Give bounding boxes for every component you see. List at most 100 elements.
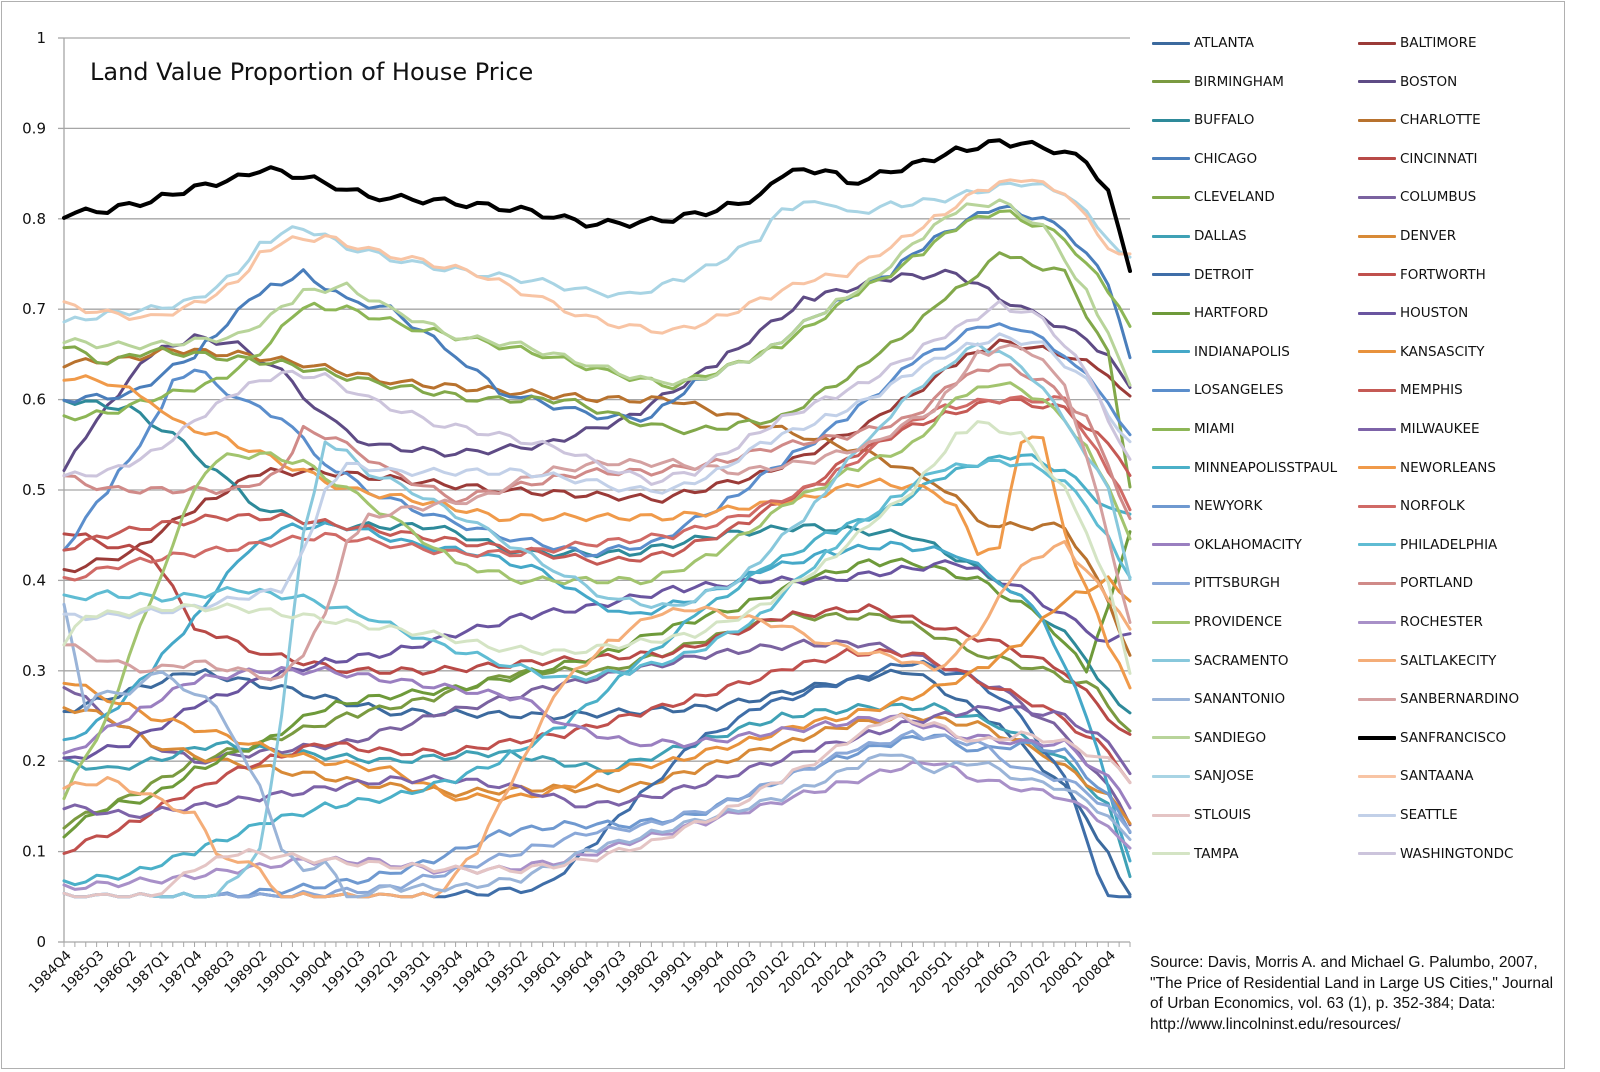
legend-swatch — [1358, 118, 1396, 122]
legend-label: HOUSTON — [1400, 305, 1469, 322]
legend-item-saltlakecity: SALTLAKECITY — [1358, 651, 1496, 671]
legend-item-houston: HOUSTON — [1358, 303, 1468, 323]
legend-label: INDIANAPOLIS — [1194, 343, 1290, 360]
legend-item-portland: PORTLAND — [1358, 573, 1473, 593]
legend-label: STLOUIS — [1194, 807, 1251, 823]
legend-label: DALLAS — [1194, 228, 1247, 244]
series-line-oklahomacity — [62, 665, 1132, 810]
legend-swatch — [1358, 350, 1396, 354]
legend-swatch — [1152, 852, 1190, 856]
legend-label: MIAMI — [1194, 421, 1235, 437]
series-line-portland — [62, 363, 1132, 521]
series-line-saltlakecity — [62, 540, 1132, 899]
legend-item-stlouis: STLOUIS — [1152, 805, 1251, 825]
legend-swatch — [1152, 41, 1190, 45]
series-line-baltimore — [62, 338, 1132, 574]
series-line-sanantonio — [62, 602, 1132, 899]
legend-swatch — [1152, 543, 1190, 547]
legend-swatch — [1358, 543, 1396, 547]
legend-item-atlanta: ATLANTA — [1152, 33, 1254, 53]
legend-swatch — [1358, 659, 1396, 663]
legend-item-rochester: ROCHESTER — [1358, 612, 1483, 632]
legend-label: TAMPA — [1194, 845, 1239, 862]
legend-swatch — [1152, 620, 1190, 624]
legend-item-seattle: SEATTLE — [1358, 805, 1458, 825]
legend-item-fortworth: FORTWORTH — [1358, 265, 1486, 285]
legend-label: KANSASCITY — [1400, 343, 1485, 360]
series-line-philadelphia — [62, 458, 1132, 682]
series-line-sacramento — [62, 342, 1132, 899]
y-tick-label: 0.3 — [22, 662, 46, 680]
legend-swatch — [1358, 388, 1396, 392]
legend-item-kansascity: KANSASCITY — [1358, 342, 1484, 362]
legend-label: SANANTONIO — [1194, 691, 1286, 708]
series-line-tampa — [62, 420, 1132, 675]
legend-label: SEATTLE — [1400, 807, 1458, 823]
gridlines — [64, 37, 1130, 853]
legend-swatch — [1358, 273, 1396, 277]
series-line-milwaukee — [62, 705, 1132, 819]
legend-label: CINCINNATI — [1400, 150, 1478, 167]
legend-label: HARTFORD — [1194, 305, 1269, 322]
legend-swatch — [1152, 736, 1190, 740]
legend-label: CHICAGO — [1194, 150, 1258, 167]
legend-item-norfolk: NORFOLK — [1358, 496, 1465, 516]
legend-swatch — [1358, 234, 1396, 238]
legend-swatch — [1152, 427, 1190, 431]
series-line-sanjose — [62, 181, 1132, 324]
legend-label: NORFOLK — [1400, 498, 1465, 515]
legend-item-sacramento: SACRAMENTO — [1152, 651, 1288, 671]
legend-label: SANBERNARDINO — [1400, 691, 1520, 708]
legend-swatch — [1358, 620, 1396, 624]
legend-item-charlotte: CHARLOTTE — [1358, 110, 1481, 130]
y-tick-label: 0 — [36, 933, 46, 951]
legend-item-pittsburgh: PITTSBURGH — [1152, 573, 1280, 593]
legend-item-washingtondc: WASHINGTONDC — [1358, 844, 1513, 864]
series-line-providence — [62, 381, 1132, 801]
series-line-washingtondc — [62, 299, 1132, 486]
series-line-fortworth — [62, 647, 1132, 855]
legend-label: DETROIT — [1194, 266, 1254, 283]
y-tick-label: 0.2 — [22, 752, 46, 770]
legend-swatch — [1358, 504, 1396, 508]
y-tick-label: 0.9 — [22, 119, 46, 137]
legend-item-milwaukee: MILWAUKEE — [1358, 419, 1480, 439]
y-tick-label: 1 — [36, 29, 46, 47]
legend-item-neworleans: NEWORLEANS — [1358, 458, 1496, 478]
series-line-minneapolisstpaul — [62, 453, 1132, 887]
legend-item-baltimore: BALTIMORE — [1358, 33, 1477, 53]
series-line-losangeles — [62, 322, 1132, 558]
y-tick-label: 0.8 — [22, 210, 46, 228]
series-line-neworleans — [62, 374, 1132, 690]
legend-swatch — [1358, 427, 1396, 431]
legend-swatch — [1358, 157, 1396, 161]
legend-swatch — [1152, 581, 1190, 585]
legend-swatch — [1152, 659, 1190, 663]
legend-swatch — [1358, 581, 1396, 585]
source-note: Source: Davis, Morris A. and Michael G. … — [1150, 954, 1554, 1033]
y-tick-label: 0.1 — [22, 843, 46, 861]
series-line-atlanta — [62, 668, 1132, 897]
legend-item-santaana: SANTAANA — [1358, 766, 1474, 786]
legend-swatch — [1358, 80, 1396, 84]
legend-swatch — [1358, 774, 1396, 778]
legend-label: NEWYORK — [1194, 498, 1263, 515]
series-line-santaana — [62, 178, 1132, 335]
legend-label: NEWORLEANS — [1400, 459, 1496, 476]
legend-label: COLUMBUS — [1400, 189, 1477, 206]
series-line-pittsburgh — [62, 729, 1132, 899]
legend-label: BOSTON — [1400, 73, 1458, 90]
series-line-memphis — [62, 398, 1132, 566]
legend-item-sanfrancisco: SANFRANCISCO — [1358, 728, 1506, 748]
legend-label: WASHINGTONDC — [1400, 845, 1514, 862]
legend-item-boston: BOSTON — [1358, 72, 1457, 92]
legend-item-losangeles: LOSANGELES — [1152, 380, 1283, 400]
chart-title: Land Value Proportion of House Price — [90, 58, 533, 86]
legend-swatch — [1152, 157, 1190, 161]
legend-label: OKLAHOMACITY — [1194, 536, 1302, 553]
series-line-boston — [62, 268, 1132, 472]
legend-item-birmingham: BIRMINGHAM — [1152, 72, 1284, 92]
legend-label: BUFFALO — [1194, 112, 1255, 129]
legend-item-memphis: MEMPHIS — [1358, 380, 1463, 400]
